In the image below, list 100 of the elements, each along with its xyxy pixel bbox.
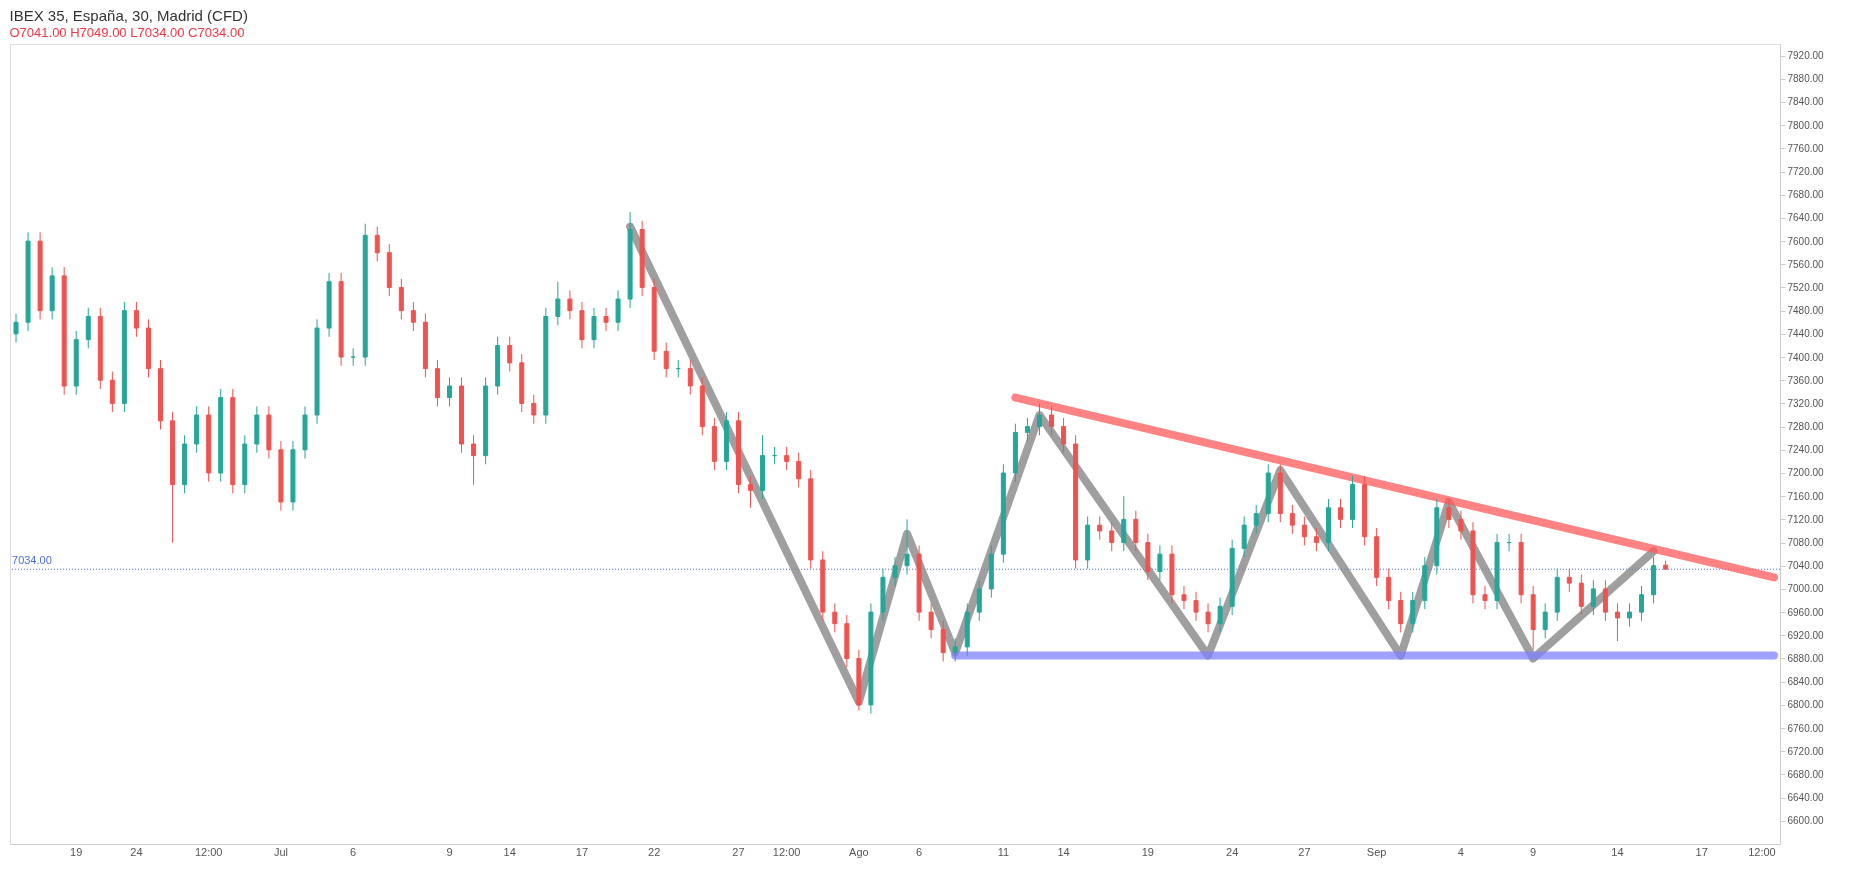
candlestick bbox=[471, 434, 477, 486]
y-tick-label: 7600.00 bbox=[1787, 235, 1825, 247]
candlestick bbox=[507, 336, 513, 373]
candlestick bbox=[796, 452, 802, 488]
candlestick bbox=[952, 637, 958, 662]
x-tick-label: 12:00 bbox=[194, 845, 223, 858]
y-tick-label: 7240.00 bbox=[1787, 444, 1825, 456]
x-tick-label: 17 bbox=[575, 845, 589, 858]
candlestick bbox=[410, 301, 416, 332]
candlestick bbox=[1217, 597, 1223, 633]
candlestick bbox=[687, 359, 693, 396]
candlestick bbox=[446, 376, 452, 407]
candlestick bbox=[928, 602, 934, 639]
y-tick-label: 7120.00 bbox=[1787, 513, 1825, 525]
candlestick bbox=[1590, 579, 1596, 616]
y-tick-label: 6600.00 bbox=[1787, 815, 1825, 827]
y-tick-label: 6960.00 bbox=[1787, 606, 1825, 618]
candlestick bbox=[1181, 585, 1187, 610]
x-tick-label: 12:00 bbox=[1748, 845, 1776, 858]
candlestick bbox=[663, 342, 669, 378]
candlestick bbox=[1639, 585, 1645, 622]
candlestick bbox=[1121, 495, 1127, 552]
x-tick-label: 19 bbox=[1141, 845, 1154, 858]
x-tick-label: 27 bbox=[732, 845, 745, 858]
y-tick-label: 7880.00 bbox=[1787, 73, 1825, 85]
candlestick bbox=[1446, 498, 1452, 529]
x-tick-label: Jul bbox=[273, 845, 288, 858]
candlestick bbox=[109, 371, 115, 413]
candlestick bbox=[1398, 591, 1404, 633]
candlestick bbox=[976, 579, 982, 622]
x-tick-label: 22 bbox=[648, 845, 661, 858]
candlestick bbox=[1049, 405, 1055, 436]
candlestick bbox=[603, 307, 609, 332]
candlestick bbox=[1157, 544, 1163, 581]
y-tick-label: 6680.00 bbox=[1787, 768, 1825, 780]
candlestick bbox=[1253, 504, 1259, 535]
y-tick-label: 7320.00 bbox=[1787, 397, 1825, 409]
candlestick bbox=[1458, 510, 1464, 541]
candlestick bbox=[1626, 602, 1632, 628]
y-tick-label: 6720.00 bbox=[1787, 745, 1825, 757]
y-tick-label: 7480.00 bbox=[1787, 305, 1825, 317]
y-tick-label: 7680.00 bbox=[1787, 189, 1825, 201]
y-tick-label: 6840.00 bbox=[1787, 676, 1825, 688]
candlestick bbox=[374, 226, 380, 262]
y-tick-label: 7280.00 bbox=[1787, 421, 1825, 433]
candlestick bbox=[531, 394, 537, 425]
candlestick bbox=[1482, 585, 1488, 610]
candlestick bbox=[1133, 510, 1139, 552]
candlestick bbox=[832, 602, 838, 633]
x-tick-label: Ago bbox=[849, 845, 869, 858]
x-tick-label: 24 bbox=[1226, 845, 1239, 858]
y-tick-label: 7800.00 bbox=[1787, 119, 1825, 131]
y-tick-label: 7720.00 bbox=[1787, 166, 1825, 178]
x-tick-label: Sep bbox=[1366, 845, 1387, 858]
chart-title: IBEX 35, España, 30, Madrid (CFD) bbox=[9, 7, 248, 24]
y-tick-label: 7400.00 bbox=[1787, 351, 1825, 363]
candlestick bbox=[555, 281, 561, 326]
x-tick-label: 14 bbox=[1057, 845, 1070, 858]
x-tick-label: 11 bbox=[997, 845, 1010, 858]
y-tick-label: 7760.00 bbox=[1787, 142, 1825, 154]
y-tick-label: 6800.00 bbox=[1787, 699, 1825, 711]
candlestick bbox=[1614, 602, 1620, 642]
candlestick bbox=[1193, 591, 1199, 622]
candlestick bbox=[615, 289, 621, 332]
x-tick-label: 9 bbox=[1530, 845, 1537, 858]
candlestick bbox=[1097, 515, 1103, 541]
candlestick bbox=[350, 347, 356, 367]
y-tick-label: 7160.00 bbox=[1787, 490, 1825, 502]
candlestick bbox=[133, 301, 139, 338]
candlestick bbox=[1338, 498, 1344, 529]
candlestick bbox=[940, 620, 946, 662]
x-tick-label: 27 bbox=[1298, 845, 1311, 858]
candlestick bbox=[892, 556, 898, 587]
x-tick-label: 9 bbox=[446, 845, 453, 858]
x-tick-label: 19 bbox=[70, 845, 83, 858]
x-tick-label: 4 bbox=[1457, 845, 1464, 858]
x-tick-label: 14 bbox=[1611, 845, 1624, 858]
y-tick-label: 7000.00 bbox=[1787, 583, 1825, 595]
candlestick bbox=[1036, 402, 1042, 436]
y-tick-label: 7920.00 bbox=[1787, 50, 1825, 62]
y-tick-label: 7080.00 bbox=[1787, 537, 1825, 549]
candlestick bbox=[1024, 417, 1030, 442]
y-tick-label: 7520.00 bbox=[1787, 281, 1825, 293]
candlestick bbox=[1602, 579, 1608, 622]
y-tick-label: 7640.00 bbox=[1787, 212, 1825, 224]
y-tick-label: 7560.00 bbox=[1787, 258, 1825, 270]
y-tick-label: 6640.00 bbox=[1787, 792, 1825, 804]
y-tick-label: 7360.00 bbox=[1787, 374, 1825, 386]
candlestick bbox=[13, 313, 19, 344]
candlestick bbox=[904, 518, 910, 575]
candlestick bbox=[1301, 515, 1307, 546]
y-tick-label: 6920.00 bbox=[1787, 629, 1825, 641]
candlestick bbox=[85, 307, 91, 349]
y-tick-label: 6880.00 bbox=[1787, 652, 1825, 664]
candlestick bbox=[748, 475, 754, 509]
y-tick-label: 7840.00 bbox=[1787, 96, 1825, 108]
x-tick-label: 6 bbox=[350, 845, 357, 858]
candlestick bbox=[1313, 527, 1319, 552]
chart-subtitle: O7041.00 H7049.00 L7034.00 C7034.00 bbox=[9, 25, 245, 40]
candlestick bbox=[784, 446, 790, 471]
